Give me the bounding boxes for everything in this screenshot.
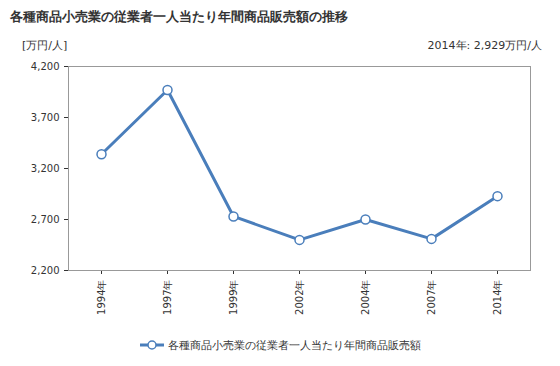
svg-text:1994年: 1994年 [96, 280, 107, 315]
svg-text:2,700: 2,700 [31, 214, 60, 225]
svg-text:2004年: 2004年 [360, 280, 371, 315]
svg-text:4,200: 4,200 [31, 61, 60, 72]
html-text:各種商品小売業の従業者一人当たり年間商品販売額: 各種商品小売業の従業者一人当たり年間商品販売額 [167, 338, 421, 352]
svg-text:2,200: 2,200 [31, 265, 60, 276]
html-text:2014年: 2,929万円/人: 2014年: 2,929万円/人 [427, 39, 542, 52]
svg-text:1999年: 1999年 [228, 280, 239, 315]
svg-text:3,700: 3,700 [31, 112, 60, 123]
svg-text:2002年: 2002年 [294, 280, 305, 315]
svg-text:2007年: 2007年 [426, 280, 437, 315]
html-text:[万円/人]: [万円/人] [22, 39, 68, 52]
svg-text:1997年: 1997年 [162, 280, 173, 315]
svg-text:3,200: 3,200 [31, 163, 60, 174]
svg-text:2014年: 2014年 [492, 280, 503, 315]
html-text:各種商品小売業の従業者一人当たり年間商品販売額の推移: 各種商品小売業の従業者一人当たり年間商品販売額の推移 [10, 9, 348, 24]
